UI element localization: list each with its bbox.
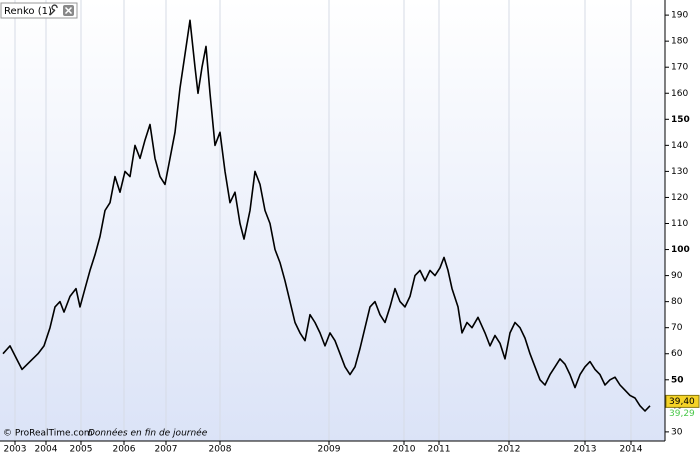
x-tick-label: 2012 [498,445,521,455]
price-marker-label: 39,40 [669,397,695,407]
x-tick-label: 2006 [113,445,136,455]
y-tick-label: 120 [671,193,688,203]
close-icon [64,6,73,15]
y-tick-label: 90 [671,271,683,281]
settings-icon[interactable] [49,4,58,16]
footer: © ProRealTime.com [3,429,93,439]
price-line [2,19,651,412]
header-box [0,2,78,19]
x-tick-label: 2014 [620,445,643,455]
y-tick-label: 50 [671,375,684,385]
y-tick-label: 110 [671,219,688,229]
plot-background [0,0,665,441]
header: Renko (1) [0,2,78,19]
y-tick-label: 30 [671,427,683,437]
y-tick-label: 190 [671,11,688,21]
x-tick-label: 2011 [428,445,451,455]
y-tick-label: 150 [671,115,690,125]
x-tick-label: 2010 [393,445,416,455]
price-marker [665,394,700,408]
grid [14,0,632,441]
y-tick-label: 140 [671,141,688,151]
y-tick-label: 60 [671,349,683,359]
x-tick-label: 2003 [4,445,27,455]
x-tick-label: 2005 [70,445,93,455]
x-tick-label: 2009 [318,445,341,455]
chart-title: Renko (1) [4,6,52,17]
x-tick-label: 2007 [155,445,178,455]
footer-note: Données en fin de journée [88,428,208,439]
y-tick-label: 160 [671,89,688,99]
x-tick-label: 2008 [209,445,232,455]
y-tick-label: 70 [671,323,683,333]
price-marker-label: 39,29 [669,409,695,419]
x-tick-label: 2004 [35,445,58,455]
y-tick-label: 170 [671,63,688,73]
y-tick-label: 100 [671,245,690,255]
y-tick-label: 130 [671,167,688,177]
y-tick-label: 80 [671,297,683,307]
x-tick-label: 2013 [574,445,597,455]
y-tick-label: 180 [671,37,688,47]
plot [2,19,651,412]
